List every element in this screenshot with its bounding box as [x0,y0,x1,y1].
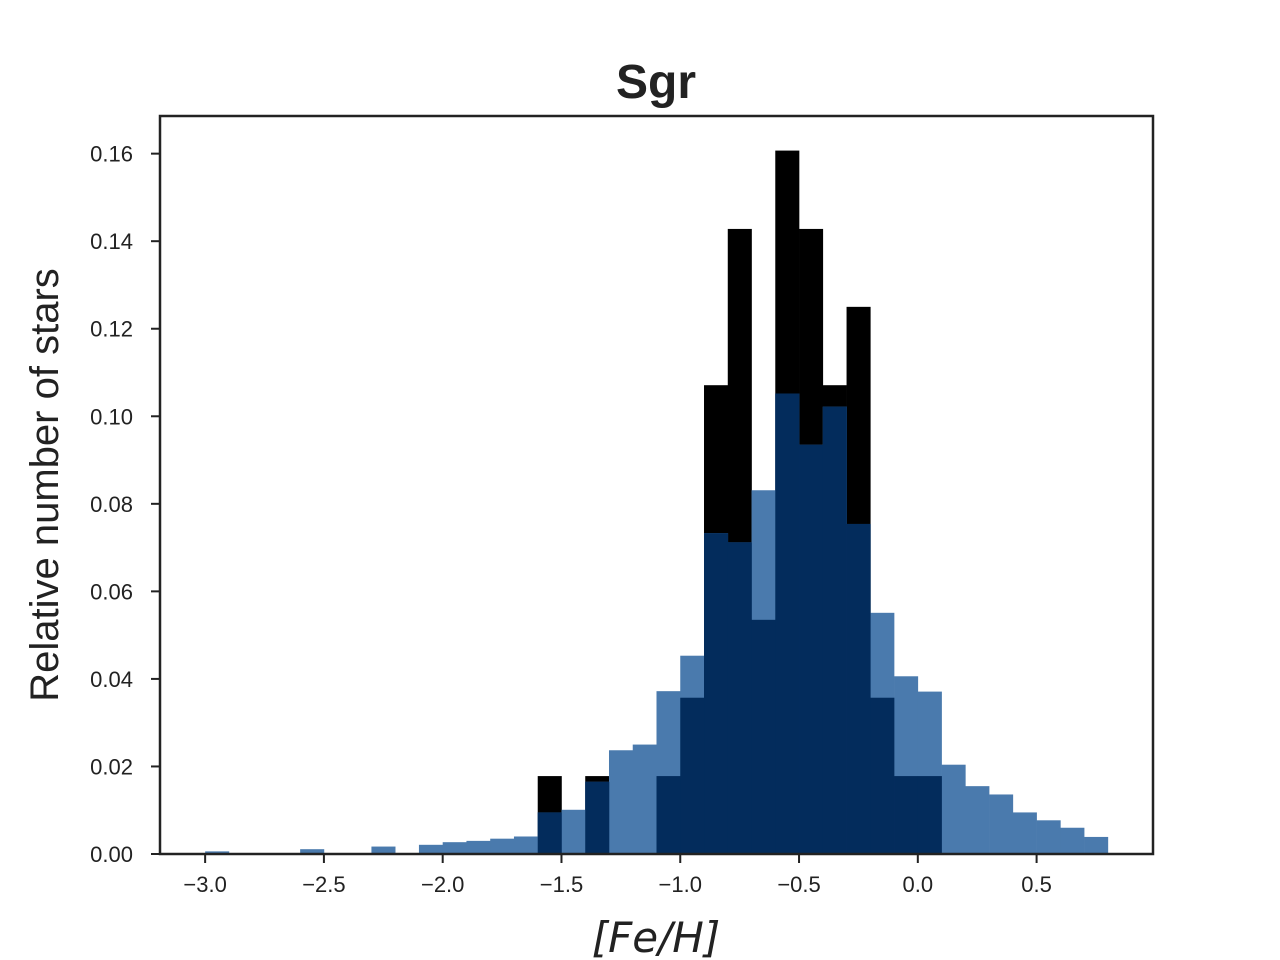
y-tick-label: 0.14 [90,229,133,254]
histogram-overlap-bar [585,781,610,854]
histogram-bar [1084,836,1109,854]
histogram-overlap-bar [727,542,752,854]
bars-layer [205,150,1109,855]
histogram-bar [513,836,539,854]
histogram-overlap-bar [680,697,705,854]
x-tick-label: −0.5 [777,872,820,897]
histogram-bar [418,844,443,854]
y-tick-label: 0.12 [90,317,133,342]
histogram-overlap-bar [894,776,919,854]
histogram-bar [490,838,515,854]
y-tick-label: 0.10 [90,404,133,429]
histogram-overlap-bar [704,533,729,854]
histogram-bar [300,849,325,854]
x-tick-label: 0.5 [1021,872,1052,897]
x-tick-label: 0.0 [903,872,934,897]
x-axis-label: [Fe/H] [592,913,721,960]
histogram-overlap-bar [799,444,824,854]
histogram-bar [989,794,1014,854]
x-tick-label: −2.0 [421,872,464,897]
histogram-overlap-bar [822,406,847,854]
histogram-bar [205,851,230,854]
histogram-overlap-bar [846,523,871,854]
x-tick-label: −1.0 [659,872,702,897]
histogram-bar [632,744,657,854]
histogram-bar [1036,820,1061,854]
x-tick-label: −1.5 [540,872,583,897]
axes-frame [158,114,1155,856]
histogram-overlap-bar [917,776,942,854]
histogram-overlap-bar [775,393,800,854]
histogram-overlap-bar [537,812,562,854]
y-tick-label: 0.04 [90,667,133,692]
y-axis: 0.00 0.02 0.04 0.06 0.08 0.10 0.12 0.14 0.16 [90,142,160,867]
histogram-bar [1060,827,1085,854]
histogram-bar [965,786,990,854]
y-tick-label: 0.08 [90,492,133,517]
y-tick-label: 0.00 [90,842,133,867]
chart-title: Sgr [616,56,696,109]
y-tick-label: 0.16 [90,142,133,167]
y-tick-label: 0.06 [90,579,133,604]
x-tick-label: −3.0 [183,872,226,897]
histogram-overlap-bar [656,776,681,854]
y-tick-label: 0.02 [90,754,133,779]
histogram-bar [608,750,634,854]
x-tick-label: −2.5 [302,872,345,897]
histogram-bar [466,840,491,854]
histogram-bar [1012,812,1037,854]
histogram-overlap-bar [751,619,776,854]
x-axis: −3.0 −2.5 −2.0 −1.5 −1.0 −0.5 0.0 0.5 [183,854,1052,897]
histogram-bar [371,846,396,854]
y-axis-label: Relative number of stars [23,268,67,702]
histogram-bar [561,809,586,854]
histogram-overlap-bar [870,697,895,854]
histogram-bar [442,842,467,854]
histogram-bar [941,764,966,854]
